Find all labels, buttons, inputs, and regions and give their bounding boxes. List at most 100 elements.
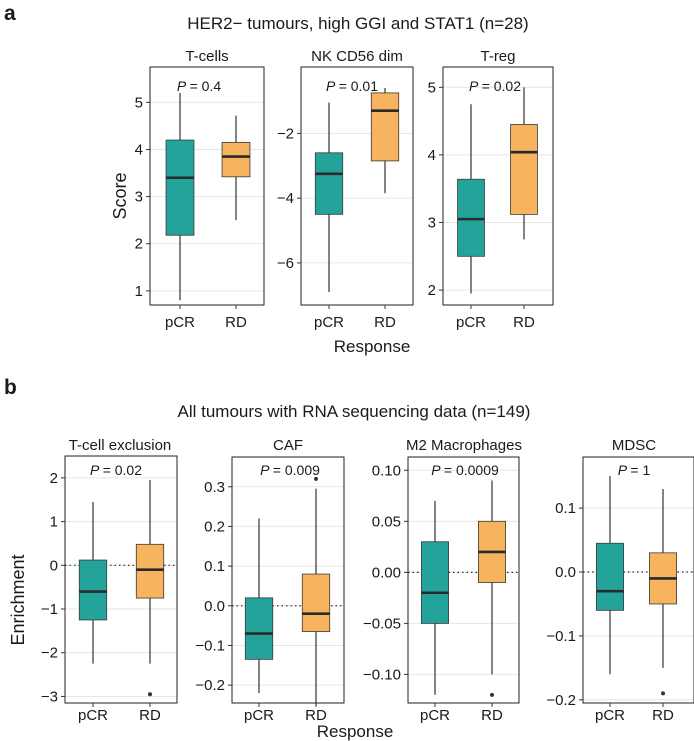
p-symbol: P (90, 462, 103, 478)
box-iqr (135, 543, 165, 599)
subplot-5: −0.2 −0.1 0.0 0.1 0.2 0.3 pCR RD CAF P = 0.009 (195, 437, 345, 724)
box-pCR (78, 501, 108, 664)
p-value: = 0.02 (482, 78, 522, 94)
subplot-2: −6 −4 −2 pCR RD NK CD56 dim P = 0.01 (277, 48, 414, 331)
box-pCR (165, 92, 195, 301)
box-iqr (301, 573, 331, 632)
box-iqr (244, 597, 274, 660)
y-tick-label: −0.1 (195, 637, 225, 654)
outlier-point (314, 476, 318, 481)
x-tick-label: RD (481, 707, 503, 724)
y-tick-label: 4 (135, 141, 143, 158)
p-symbol: P (431, 462, 444, 478)
panel-frame (407, 456, 520, 704)
x-tick-label: pCR (420, 707, 450, 724)
y-tick-label: −0.10 (363, 666, 401, 683)
subplot-title: T-cells (185, 48, 228, 65)
subplot-1: 1 2 3 4 5 pCR RD T-cells P = 0.4 (135, 48, 265, 331)
p-value: = 0.02 (103, 462, 143, 478)
outlier-point (661, 691, 665, 696)
panel-b-xlabel: Response (317, 722, 394, 741)
panel-frame (300, 66, 414, 306)
p-symbol: P (618, 462, 631, 478)
y-tick-label: 0.10 (372, 462, 401, 479)
box-pCR (596, 476, 624, 675)
box-iqr (596, 542, 624, 611)
y-tick-label: 2 (50, 470, 58, 487)
y-tick-label: −0.2 (546, 692, 576, 709)
y-tick-label: 5 (135, 94, 143, 111)
x-tick-label: RD (305, 707, 327, 724)
p-value: = 0.01 (339, 78, 379, 94)
box-RD (649, 488, 677, 696)
box-RD (478, 480, 506, 697)
y-tick-label: 3 (135, 189, 143, 206)
box-pCR (244, 518, 274, 694)
y-tick-label: 3 (428, 215, 436, 232)
box-RD (370, 88, 400, 194)
box-iqr (370, 92, 400, 162)
y-tick-label: −4 (277, 190, 294, 207)
y-tick-label: 1 (135, 283, 143, 300)
y-tick-label: −3 (41, 688, 58, 705)
y-tick-label: 0 (50, 557, 58, 574)
x-tick-label: RD (139, 707, 161, 724)
panel-a-xlabel: Response (334, 337, 411, 356)
p-value: = 0.0009 (444, 462, 499, 478)
y-tick-label: 5 (428, 79, 436, 96)
x-tick-label: pCR (456, 314, 486, 331)
subplot-6: −0.10 −0.05 0.00 0.05 0.10 pCR RD M2 Macrophage… (363, 437, 522, 724)
box-iqr (457, 178, 485, 257)
box-iqr (314, 152, 344, 215)
y-tick-label: 2 (135, 236, 143, 253)
x-tick-label: pCR (244, 707, 274, 724)
y-tick-label: 1 (50, 514, 58, 531)
y-tick-label: 0.05 (372, 513, 401, 530)
x-tick-label: RD (513, 314, 535, 331)
box-pCR (314, 102, 344, 293)
y-tick-label: 0.1 (204, 558, 225, 575)
panel-frame (442, 66, 554, 306)
y-tick-label: −0.1 (546, 628, 576, 645)
panel-b-letter: b (4, 376, 17, 399)
panel-b-title: All tumours with RNA sequencing data (n=… (178, 402, 531, 421)
x-tick-label: RD (374, 314, 396, 331)
y-tick-label: 0.2 (204, 518, 225, 535)
y-tick-label: 2 (428, 282, 436, 299)
y-tick-label: 0.0 (555, 564, 576, 581)
panel-frame (231, 456, 345, 704)
y-tick-label: −0.05 (363, 615, 401, 632)
subplot-title: MDSC (612, 437, 656, 454)
p-value-label: P = 0.02 (90, 462, 142, 478)
y-tick-label: 0.0 (204, 598, 225, 615)
subplot-title: T-reg (480, 48, 515, 65)
p-symbol: P (469, 78, 482, 94)
box-pCR (421, 500, 449, 695)
subplot-title: CAF (273, 437, 303, 454)
p-symbol: P (177, 78, 190, 94)
p-value-label: P = 0.01 (326, 78, 378, 94)
x-tick-label: pCR (595, 707, 625, 724)
box-pCR (457, 104, 485, 294)
subplot-7: −0.2 −0.1 0.0 0.1 pCR RD MDSC P = 1 (546, 437, 694, 724)
p-value-label: P = 0.4 (177, 78, 221, 94)
y-tick-label: −0.2 (195, 677, 225, 694)
panel-frame (149, 66, 265, 306)
box-iqr (510, 124, 538, 215)
outlier-point (490, 692, 494, 697)
y-tick-label: −1 (41, 601, 58, 618)
p-value-label: P = 0.009 (260, 462, 320, 478)
panel-frame (64, 455, 178, 704)
y-tick-label: −2 (41, 645, 58, 662)
y-tick-label: 0.3 (204, 479, 225, 496)
panel-a-letter: a (4, 2, 16, 25)
panel-a-ylabel: Score (110, 172, 130, 219)
subplot-3: 2 3 4 5 pCR RD T-reg P = 0.02 (428, 48, 554, 331)
p-value-label: P = 0.02 (469, 78, 521, 94)
p-value-label: P = 1 (618, 462, 651, 478)
panel-frame (582, 456, 694, 704)
subplot-title: NK CD56 dim (311, 48, 403, 65)
subplot-title: T-cell exclusion (69, 437, 172, 454)
box-iqr (165, 139, 195, 236)
p-symbol: P (260, 462, 273, 478)
